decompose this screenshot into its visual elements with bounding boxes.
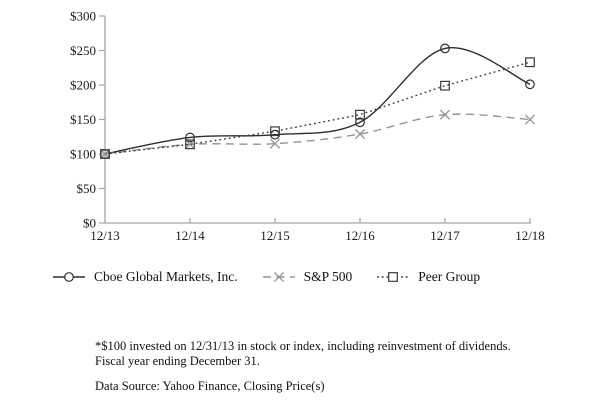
marker-cboe-global-markets-12/18 <box>525 79 535 90</box>
legend-item-peer-group: Peer Group <box>376 269 480 285</box>
line-chart-plot: $0 $50 $100 $150 $200 $250 $300 12/13 12/14 12/15… <box>70 9 545 244</box>
x-tick-label: 12/14 <box>175 228 205 243</box>
footnote-line-2: Fiscal year ending December 31. <box>95 353 260 368</box>
marker-peer-group-12/16 <box>355 109 365 120</box>
chart-legend: Cboe Global Markets, Inc. S&P 500 Peer Gro… <box>52 267 480 287</box>
y-tick-label: $150 <box>70 112 96 127</box>
circle-marker-icon <box>53 272 85 282</box>
series-line-cboe-global-markets <box>104 47 531 155</box>
legend-label-sp-500: S&P 500 <box>303 269 353 284</box>
legend-item-cboe-global-markets: Cboe Global Markets, Inc. <box>52 269 238 285</box>
marker-sp-500-12/15 <box>269 138 281 149</box>
marker-peer-group-12/18 <box>525 57 535 68</box>
square-marker-icon <box>377 272 410 282</box>
legend-label-cboe-global-markets: Cboe Global Markets, Inc. <box>94 269 238 284</box>
marker-peer-group-12/14 <box>185 139 195 150</box>
y-tick-label: $50 <box>77 181 97 196</box>
legend-item-sp-500: S&P 500 <box>262 269 353 285</box>
x-tick-label: 12/18 <box>515 228 545 243</box>
x-tick-label: 12/17 <box>430 228 460 243</box>
y-tick-label: $250 <box>70 43 96 58</box>
marker-cboe-global-markets-12/14 <box>185 132 195 143</box>
marker-sp-500-12/16 <box>354 128 366 140</box>
marker-peer-group-12/15 <box>270 126 280 137</box>
data-source-note: Data Source: Yahoo Finance, Closing Pric… <box>95 379 325 393</box>
legend-label-peer-group: Peer Group <box>418 269 481 284</box>
marker-cboe-global-markets-12/16 <box>355 117 365 128</box>
marker-sp-500-12/14 <box>184 139 196 150</box>
x-tick-label: 12/15 <box>260 228 290 243</box>
x-tick-label: 12/13 <box>90 228 120 243</box>
marker-peer-group-12/17 <box>440 80 450 91</box>
y-tick-label: $300 <box>70 9 96 24</box>
footnote: *$100 invested on 12/31/13 in stock or i… <box>95 339 511 368</box>
footnote-line-1: *$100 invested on 12/31/13 in stock or i… <box>95 339 511 353</box>
series-line-sp-500 <box>104 113 531 155</box>
y-tick-label: $100 <box>70 147 96 162</box>
y-tick-label: $200 <box>70 78 96 93</box>
y-tick-label: $0 <box>83 216 96 231</box>
marker-sp-500-12/17 <box>439 109 451 120</box>
x-marker-icon <box>262 271 295 283</box>
marker-cboe-global-markets-12/17 <box>440 43 450 54</box>
marker-sp-500-12/13 <box>99 148 111 160</box>
marker-peer-group-12/13 <box>100 149 110 159</box>
marker-sp-500-12/18 <box>524 114 536 125</box>
x-tick-label: 12/16 <box>345 228 375 243</box>
